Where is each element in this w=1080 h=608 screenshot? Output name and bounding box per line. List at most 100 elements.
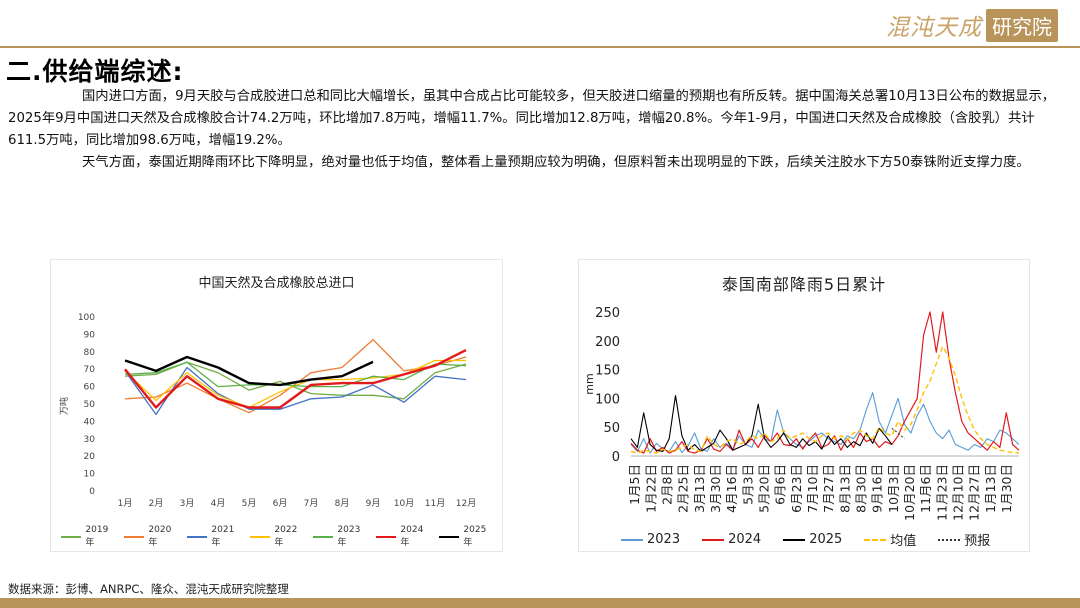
x-tick-label: 10月	[394, 498, 414, 509]
series-line-2025年	[124, 355, 374, 387]
y-tick-label: 60	[84, 383, 96, 393]
x-tick-label: 10月20日	[902, 464, 917, 521]
legend-item: 预报	[938, 530, 990, 549]
legend-item: 2024年	[376, 525, 430, 548]
legend-swatch	[783, 538, 806, 541]
legend-swatch	[621, 538, 643, 541]
y-tick-label: 30	[84, 435, 96, 445]
x-tick-label: 8月30日	[853, 464, 868, 513]
x-tick-label: 1月	[118, 498, 133, 509]
legend-label: 2025年	[463, 525, 487, 548]
legend-item: 2022年	[250, 525, 304, 548]
x-tick-label: 12月27日	[967, 464, 982, 521]
import-chart-panel: 中国天然及合成橡胶总进口 0 10 20 30 40 50 60 70 80 90 100 万吨 1月 2…	[50, 259, 503, 552]
x-tick-label: 5月3日	[740, 464, 755, 505]
y-tick-label: 10	[84, 470, 96, 480]
x-tick-label: 2月25日	[676, 464, 691, 513]
x-tick-label: 12月10日	[950, 464, 965, 521]
x-tick-label: 12月	[456, 498, 476, 509]
legend-label: 2025	[809, 532, 843, 547]
legend-swatch	[313, 535, 334, 538]
legend-swatch	[702, 538, 725, 541]
x-tick-label: 3月30日	[708, 464, 723, 513]
legend-label: 2020年	[148, 525, 172, 548]
logo-box: 研究院	[986, 8, 1058, 42]
chart-title: 泰国南部降雨5日累计	[721, 275, 887, 294]
chart-legend: 2023 2024 2025 均值 预报	[621, 530, 1012, 549]
legend-item: 2023	[621, 532, 680, 547]
legend-swatch	[187, 535, 208, 538]
legend-label: 2024年	[400, 525, 424, 548]
x-tick-label: 6月23日	[789, 464, 804, 513]
rainfall-chart-panel: 泰国南部降雨5日累计 0 50 100 150 200 250 mm 1月5日 1月22日 2月8…	[578, 259, 1030, 552]
legend-swatch	[938, 538, 961, 541]
legend-item: 2020年	[124, 525, 178, 548]
x-tick-label: 2月	[149, 498, 164, 509]
x-tick-label: 11月	[425, 498, 445, 509]
x-tick-label: 3月13日	[692, 464, 707, 513]
x-tick-label: 1月5日	[627, 464, 642, 505]
legend-label: 2024	[728, 532, 762, 547]
y-tick-label: 70	[84, 365, 96, 375]
legend-item: 2024	[702, 532, 761, 547]
section-title: 二.供给端综述:	[6, 57, 184, 86]
import-line-chart: 0 10 20 30 40 50 60 70 80 90 100 万吨 1月 2月 3月 4月 5月 6月 7月 8月…	[58, 313, 476, 509]
rainfall-line-chart: 0 50 100 150 200 250 mm 1月5日 1月22日 2月8日 2月25日 3月13日…	[583, 306, 1020, 521]
x-tick-label: 2月8日	[659, 464, 674, 505]
legend-label: 2019年	[85, 525, 109, 548]
chart-legend: 2019年 2020年 2021年 2022年 2023年 2024年 2025年	[61, 525, 502, 548]
y-tick-label: 0	[612, 450, 620, 465]
x-tick-label: 4月	[211, 498, 226, 509]
series-line-2024	[630, 311, 1020, 454]
data-source-note: 数据来源：彭博、ANRPC、隆众、混沌天成研究院整理	[8, 582, 289, 596]
y-tick-label: 50	[84, 400, 96, 410]
legend-label: 预报	[964, 534, 991, 549]
y-tick-label: 100	[595, 392, 620, 407]
x-tick-label: 7月10日	[805, 464, 820, 513]
footer-bar	[0, 598, 1080, 608]
x-tick-label: 8月13日	[837, 464, 852, 513]
y-axis-label: mm	[583, 373, 596, 394]
legend-label: 2023	[647, 532, 681, 547]
legend-item: 2025	[783, 532, 842, 547]
y-axis-label: 万吨	[58, 397, 70, 415]
legend-swatch	[250, 535, 271, 538]
series-line-均值	[630, 345, 1020, 454]
x-tick-label: 7月	[304, 498, 319, 509]
y-tick-label: 200	[595, 335, 620, 350]
series-line-预报	[891, 427, 905, 440]
y-tick-label: 50	[603, 421, 620, 436]
x-tick-label: 10月3日	[886, 464, 901, 513]
x-tick-label: 4月16日	[724, 464, 739, 513]
series-line-2023	[630, 392, 1020, 454]
x-tick-label: 8月	[335, 498, 350, 509]
x-tick-label: 1月13日	[983, 464, 998, 513]
y-tick-label: 90	[84, 330, 96, 340]
x-tick-label: 6月6日	[773, 464, 788, 505]
legend-item: 均值	[864, 530, 916, 549]
x-tick-label: 1月30日	[999, 464, 1014, 513]
brand-logo: 混沌天成 研究院	[886, 8, 1058, 42]
y-tick-label: 40	[84, 417, 96, 427]
x-tick-label: 6月	[273, 498, 288, 509]
x-tick-label: 5月	[242, 498, 257, 509]
legend-swatch	[124, 535, 145, 538]
legend-label: 2023年	[337, 525, 361, 548]
x-tick-label: 9月	[366, 498, 381, 509]
legend-label: 均值	[890, 534, 917, 549]
series-line-2021年	[124, 366, 467, 416]
chart-title: 中国天然及合成橡胶总进口	[198, 276, 355, 291]
series-line-2023年	[124, 361, 467, 388]
paragraph-weather: 天气方面，泰国近期降雨环比下降明显，绝对量也低于均值，整体看上量预期应较为明确，…	[82, 155, 1030, 170]
legend-swatch	[376, 535, 397, 538]
legend-item: 2023年	[313, 525, 367, 548]
legend-swatch	[439, 535, 460, 538]
logo-text: 混沌天成	[886, 15, 982, 41]
x-tick-label: 5月20日	[756, 464, 771, 513]
legend-label: 2022年	[274, 525, 298, 548]
legend-swatch	[864, 538, 887, 541]
legend-label: 2021年	[211, 525, 235, 548]
legend-item: 2025年	[439, 525, 493, 548]
x-tick-label: 11月23日	[934, 464, 949, 521]
header-divider	[0, 46, 1080, 48]
